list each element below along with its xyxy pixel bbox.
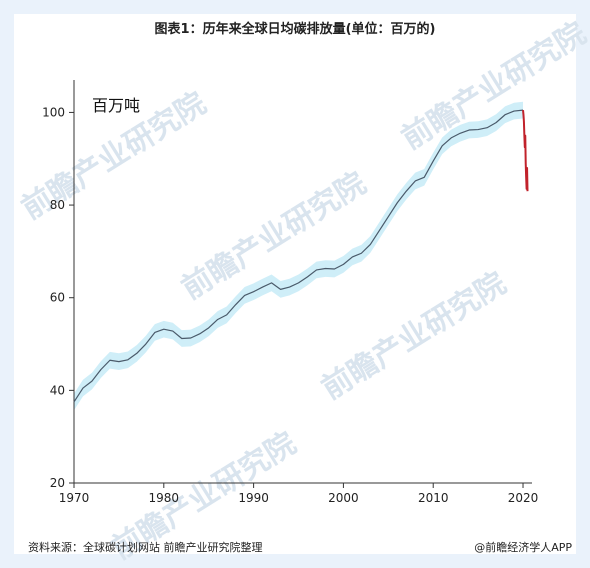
x-tick-label: 1970 (59, 491, 90, 505)
y-tick-label: 60 (50, 291, 65, 305)
y-tick-label: 80 (50, 198, 65, 212)
unit-label: 百万吨 (92, 96, 141, 115)
y-tick-label: 100 (42, 105, 65, 119)
x-tick-label: 2010 (418, 491, 449, 505)
covid-drop-line (522, 110, 529, 192)
y-tick-label: 40 (50, 383, 65, 397)
emissions-line (73, 109, 524, 403)
credit-note: @前瞻经济学人APP (474, 541, 572, 554)
source-note: 资料来源：全球碳计划网站 前瞻产业研究院整理 (28, 541, 263, 554)
watermark-text: 前瞻产业研究院 (396, 16, 590, 157)
watermark-text: 前瞻产业研究院 (316, 266, 513, 407)
x-tick-label: 2000 (328, 491, 359, 505)
x-tick-label: 1990 (238, 491, 269, 505)
chart-title: 图表1：历年来全球日均碳排放量(单位：百万的) (154, 22, 436, 37)
x-tick-label: 1980 (149, 491, 180, 505)
y-tick-label: 20 (50, 476, 65, 490)
x-tick-label: 2020 (508, 491, 539, 505)
uncertainty-band (74, 101, 524, 411)
